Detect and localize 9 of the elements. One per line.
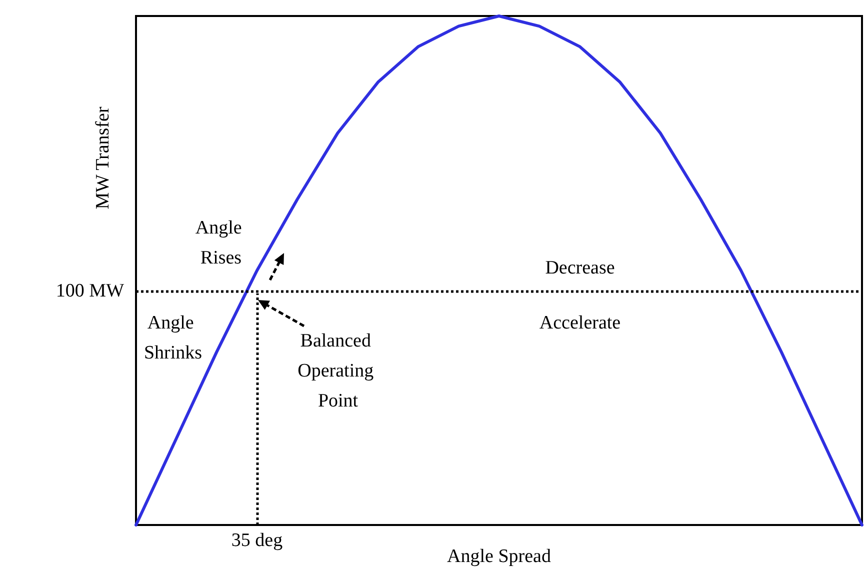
annotation: Decrease [545,258,615,278]
annotation: Balanced Operating Point [298,330,378,412]
annotation: Angle Shrinks [144,312,202,364]
annotation: Accelerate [539,312,621,334]
ref-line-label: 100 MW [56,280,124,302]
annotation: Angle Rises [195,218,247,268]
y-axis-title: MW Transfer [92,106,114,210]
text: 35 deg [231,530,283,551]
x-axis-title: Angle Spread [447,546,552,567]
